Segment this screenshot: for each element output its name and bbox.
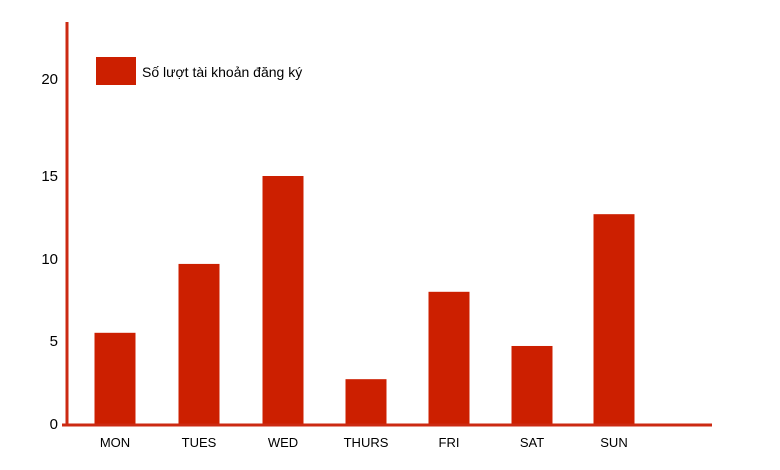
x-tick-label-fri: FRI [439, 435, 460, 450]
y-tick-label-5: 5 [50, 333, 58, 350]
bar-fri [428, 291, 470, 424]
bar-thurs [345, 379, 387, 424]
legend-label: Số lượt tài khoản đăng ký [142, 64, 302, 80]
legend: Số lượt tài khoản đăng ký [96, 57, 302, 85]
x-tick-label-thurs: THURS [344, 435, 389, 450]
bar-sun [593, 214, 635, 424]
bar-tues [178, 263, 220, 424]
x-tick-label-sun: SUN [600, 435, 627, 450]
y-tick-label-10: 10 [41, 251, 58, 268]
x-tick-label-wed: WED [268, 435, 298, 450]
bar-wed [262, 176, 304, 424]
y-tick-labels: 0 5 10 15 20 [41, 71, 58, 433]
y-tick-label-15: 15 [41, 168, 58, 185]
y-tick-label-20: 20 [41, 71, 58, 88]
bar-sat [511, 345, 553, 424]
legend-swatch [96, 57, 136, 85]
x-tick-label-tues: TUES [182, 435, 217, 450]
bars-group [94, 176, 635, 424]
x-tick-labels: MON TUES WED THURS FRI SAT SUN [100, 435, 628, 450]
y-tick-label-0: 0 [50, 416, 58, 433]
bar-mon [94, 332, 136, 424]
x-tick-label-sat: SAT [520, 435, 544, 450]
x-tick-label-mon: MON [100, 435, 130, 450]
